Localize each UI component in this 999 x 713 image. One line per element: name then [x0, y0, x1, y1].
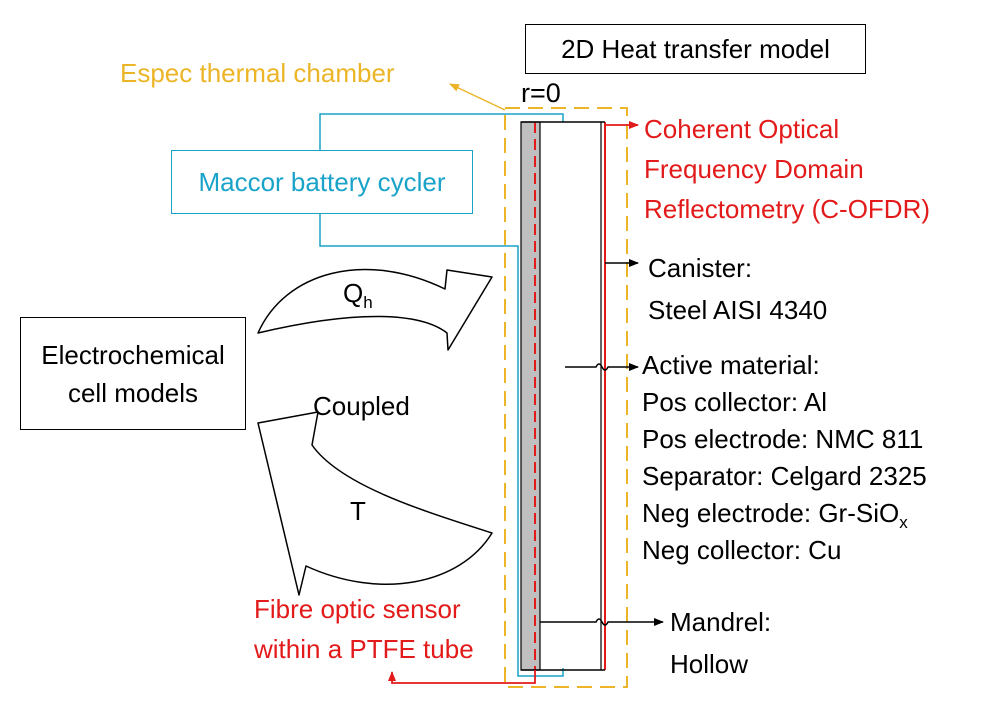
battery-cycler-label: Maccor battery cycler — [198, 167, 446, 197]
cell-models-line-1: Electrochemical — [41, 339, 225, 370]
cell-models-line-2: cell models — [67, 377, 199, 408]
sensor-leader-arrow — [388, 670, 536, 684]
mandrel-core — [520, 121, 541, 671]
mandrel-type: Hollow — [670, 649, 749, 679]
canister-heading: Canister: — [648, 253, 753, 283]
neg-collector: Neg collector: Cu — [642, 535, 842, 565]
fibre-sensor-line-1: Fibre optic sensor — [254, 594, 461, 624]
heat-flow-arrow — [257, 268, 493, 351]
active-material-heading: Active material: — [642, 350, 820, 380]
cofdr-line-3: Reflectometry (C-OFDR) — [644, 194, 931, 224]
cycler-top-wire — [319, 113, 564, 150]
battery-cycler-box: Maccor battery cycler — [171, 150, 473, 214]
fibre-sensor-label: Fibre optic sensor within a PTFE tube — [254, 596, 474, 662]
r-zero-label: r=0 — [521, 78, 561, 108]
cofdr-line-2: Frequency Domain — [644, 154, 864, 184]
thermal-chamber-label: Espec thermal chamber — [120, 58, 395, 88]
active-material-list: Active material: Pos collector: Al Pos e… — [642, 352, 927, 563]
cell-models-box: Electrochemical cell models — [20, 317, 246, 430]
neg-electrode: Neg electrode: Gr-SiOx — [642, 498, 908, 532]
heat-generation-label: Qh — [343, 278, 373, 312]
model-title: 2D Heat transfer model — [561, 34, 830, 64]
chamber-leader-arrow — [449, 83, 506, 111]
coupled-label: Coupled — [313, 391, 410, 421]
canister-material: Steel AISI 4340 — [648, 295, 828, 325]
temperature-label: T — [350, 496, 366, 526]
separator: Separator: Celgard 2325 — [642, 461, 927, 491]
cofdr-label: Coherent Optical Frequency Domain Reflec… — [644, 116, 930, 222]
pos-electrode: Pos electrode: NMC 811 — [642, 424, 924, 454]
model-title-box: 2D Heat transfer model — [525, 24, 866, 74]
temperature-flow-arrow — [257, 411, 493, 596]
heat-generation-subscript: h — [363, 293, 373, 312]
thermal-chamber-outline — [504, 107, 628, 688]
mandrel-heading: Mandrel: — [670, 607, 772, 637]
canister-label: Canister: Steel AISI 4340 — [648, 255, 827, 323]
cofdr-line-1: Coherent Optical — [644, 114, 840, 144]
active-material-leader-arrow — [565, 363, 639, 371]
fibre-sensor-line-2: within a PTFE tube — [254, 634, 474, 664]
mandrel-leader-arrow — [540, 618, 664, 626]
neg-electrode-subscript: x — [899, 513, 908, 532]
pos-collector: Pos collector: Al — [642, 387, 827, 417]
cycler-bottom-wire — [319, 214, 564, 677]
mandrel-label: Mandrel: Hollow — [670, 609, 771, 677]
